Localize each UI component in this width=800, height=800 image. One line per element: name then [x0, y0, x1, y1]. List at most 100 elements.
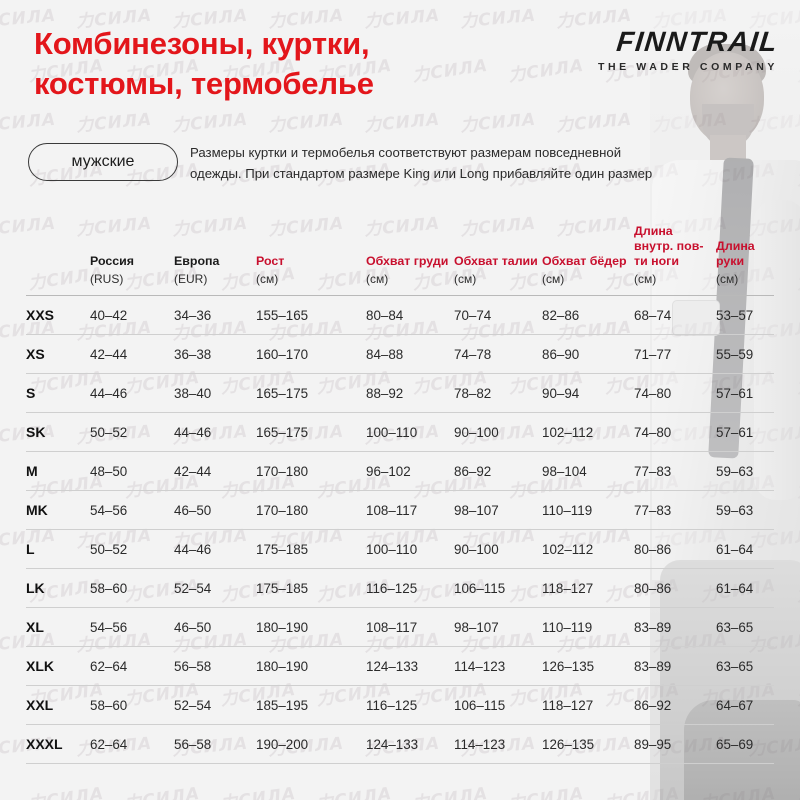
table-row: S 44–46 38–40 165–175 88–92 78–82 90–94 74–80 57… [26, 373, 774, 413]
cell-chest: 100–110 [366, 412, 454, 452]
cell-hips: 118–127 [542, 685, 634, 725]
cell-hips: 98–104 [542, 451, 634, 491]
cell-height: 185–195 [256, 685, 366, 725]
cell-inseam: 77–83 [634, 451, 716, 491]
cell-hips: 102–112 [542, 412, 634, 452]
cell-russia: 44–46 [90, 373, 174, 413]
cell-hips: 110–119 [542, 490, 634, 530]
cell-height: 170–180 [256, 490, 366, 530]
cell-chest: 100–110 [366, 529, 454, 569]
column-header-unit: (RUS) [90, 271, 124, 286]
table-row: XXS 40–42 34–36 155–165 80–84 70–74 82–86 68–74… [26, 295, 774, 335]
table-row: SK 50–52 44–46 165–175 100–110 90–100 102–112 7… [26, 412, 774, 452]
column-header-title: Европа [174, 253, 220, 268]
column-header-unit: (см) [716, 271, 739, 286]
description: Размеры куртки и термобелья соответствую… [190, 142, 750, 184]
cell-height: 180–190 [256, 646, 366, 686]
cell-europe: 56–58 [174, 646, 256, 686]
cell-waist: 114–123 [454, 646, 542, 686]
cell-europe: 56–58 [174, 724, 256, 764]
logo-tagline: THE WADER COMPANY [597, 61, 778, 73]
size-table-head: Россия (RUS) Европа (EUR) Рост (см) Обхват гру… [26, 200, 774, 296]
column-header-chest: Обхват груди (см) [366, 200, 454, 296]
cell-waist: 106–115 [454, 568, 542, 608]
table-row: XL 54–56 46–50 180–190 108–117 98–107 110–119 8… [26, 607, 774, 647]
cell-waist: 70–74 [454, 295, 542, 335]
cell-size: XXL [26, 685, 90, 725]
cell-inseam: 68–74 [634, 295, 716, 335]
cell-height: 165–175 [256, 412, 366, 452]
cell-size: LK [26, 568, 90, 608]
cell-russia: 54–56 [90, 607, 174, 647]
cell-hips: 102–112 [542, 529, 634, 569]
cell-chest: 96–102 [366, 451, 454, 491]
page-title-line-1: Комбинезоны, куртки, [34, 26, 370, 61]
column-header-title: Длина внутр. пов-ти ноги [634, 223, 704, 268]
cell-europe: 46–50 [174, 607, 256, 647]
cell-russia: 62–64 [90, 724, 174, 764]
cell-inseam: 71–77 [634, 334, 716, 374]
cell-inseam: 80–86 [634, 568, 716, 608]
cell-hips: 90–94 [542, 373, 634, 413]
cell-russia: 58–60 [90, 568, 174, 608]
cell-hips: 82–86 [542, 295, 634, 335]
cell-europe: 52–54 [174, 568, 256, 608]
column-header-title: Длина руки [716, 238, 755, 268]
cell-waist: 74–78 [454, 334, 542, 374]
table-row: XXXL 62–64 56–58 190–200 124–133 114–123 126–1… [26, 724, 774, 764]
cell-europe: 46–50 [174, 490, 256, 530]
cell-height: 165–175 [256, 373, 366, 413]
cell-waist: 98–107 [454, 607, 542, 647]
watermark-text: 力СИЛА [0, 109, 57, 137]
watermark-text: 力СИЛА [555, 109, 633, 137]
cell-waist: 86–92 [454, 451, 542, 491]
cell-size: SK [26, 412, 90, 452]
description-line-2: одежды. При стандартом размере King или … [190, 166, 653, 182]
cell-size: S [26, 373, 90, 413]
column-header-title: Рост [256, 253, 285, 268]
cell-russia: 58–60 [90, 685, 174, 725]
column-header-unit: (см) [256, 271, 279, 286]
cell-inseam: 80–86 [634, 529, 716, 569]
cell-chest: 124–133 [366, 646, 454, 686]
cell-size: XXXL [26, 724, 90, 764]
watermark-text: 力СИЛА [27, 783, 106, 800]
cell-inseam: 74–80 [634, 412, 716, 452]
column-header-russia: Россия (RUS) [90, 200, 174, 296]
description-line-1: Размеры куртки и термобелья соответствую… [190, 145, 622, 160]
cell-armlength: 65–69 [716, 724, 774, 764]
cell-waist: 90–100 [454, 529, 542, 569]
cell-waist: 106–115 [454, 685, 542, 725]
column-header-unit: (см) [542, 271, 565, 286]
column-header-title: Обхват груди [366, 253, 449, 268]
cell-armlength: 63–65 [716, 646, 774, 686]
cell-height: 190–200 [256, 724, 366, 764]
cell-chest: 116–125 [366, 685, 454, 725]
cell-russia: 62–64 [90, 646, 174, 686]
cell-armlength: 55–59 [716, 334, 774, 374]
watermark-text: 力СИЛА [507, 783, 586, 800]
gender-pill[interactable]: мужские [28, 143, 178, 181]
cell-chest: 84–88 [366, 334, 454, 374]
cell-size: XL [26, 607, 90, 647]
cell-inseam: 83–89 [634, 607, 716, 647]
column-header-height: Рост (см) [256, 200, 366, 296]
page-title-line-2: костюмы, термобелье [34, 65, 374, 101]
column-header-title: Обхват бёдер [542, 253, 627, 268]
cell-europe: 38–40 [174, 373, 256, 413]
cell-inseam: 74–80 [634, 373, 716, 413]
table-row: L 50–52 44–46 175–185 100–110 90–100 102–112 80… [26, 529, 774, 569]
cell-chest: 108–117 [366, 490, 454, 530]
cell-size: L [26, 529, 90, 569]
column-header-unit: (EUR) [174, 271, 208, 286]
cell-russia: 54–56 [90, 490, 174, 530]
cell-inseam: 89–95 [634, 724, 716, 764]
table-row: XS 42–44 36–38 160–170 84–88 74–78 86–90 71–77 5… [26, 334, 774, 374]
cell-europe: 42–44 [174, 451, 256, 491]
watermark-text: 力СИЛА [123, 783, 202, 800]
cell-waist: 78–82 [454, 373, 542, 413]
column-header-hips: Обхват бёдер (см) [542, 200, 634, 296]
cell-waist: 98–107 [454, 490, 542, 530]
column-header-inseam: Длина внутр. пов-ти ноги (см) [634, 200, 716, 296]
